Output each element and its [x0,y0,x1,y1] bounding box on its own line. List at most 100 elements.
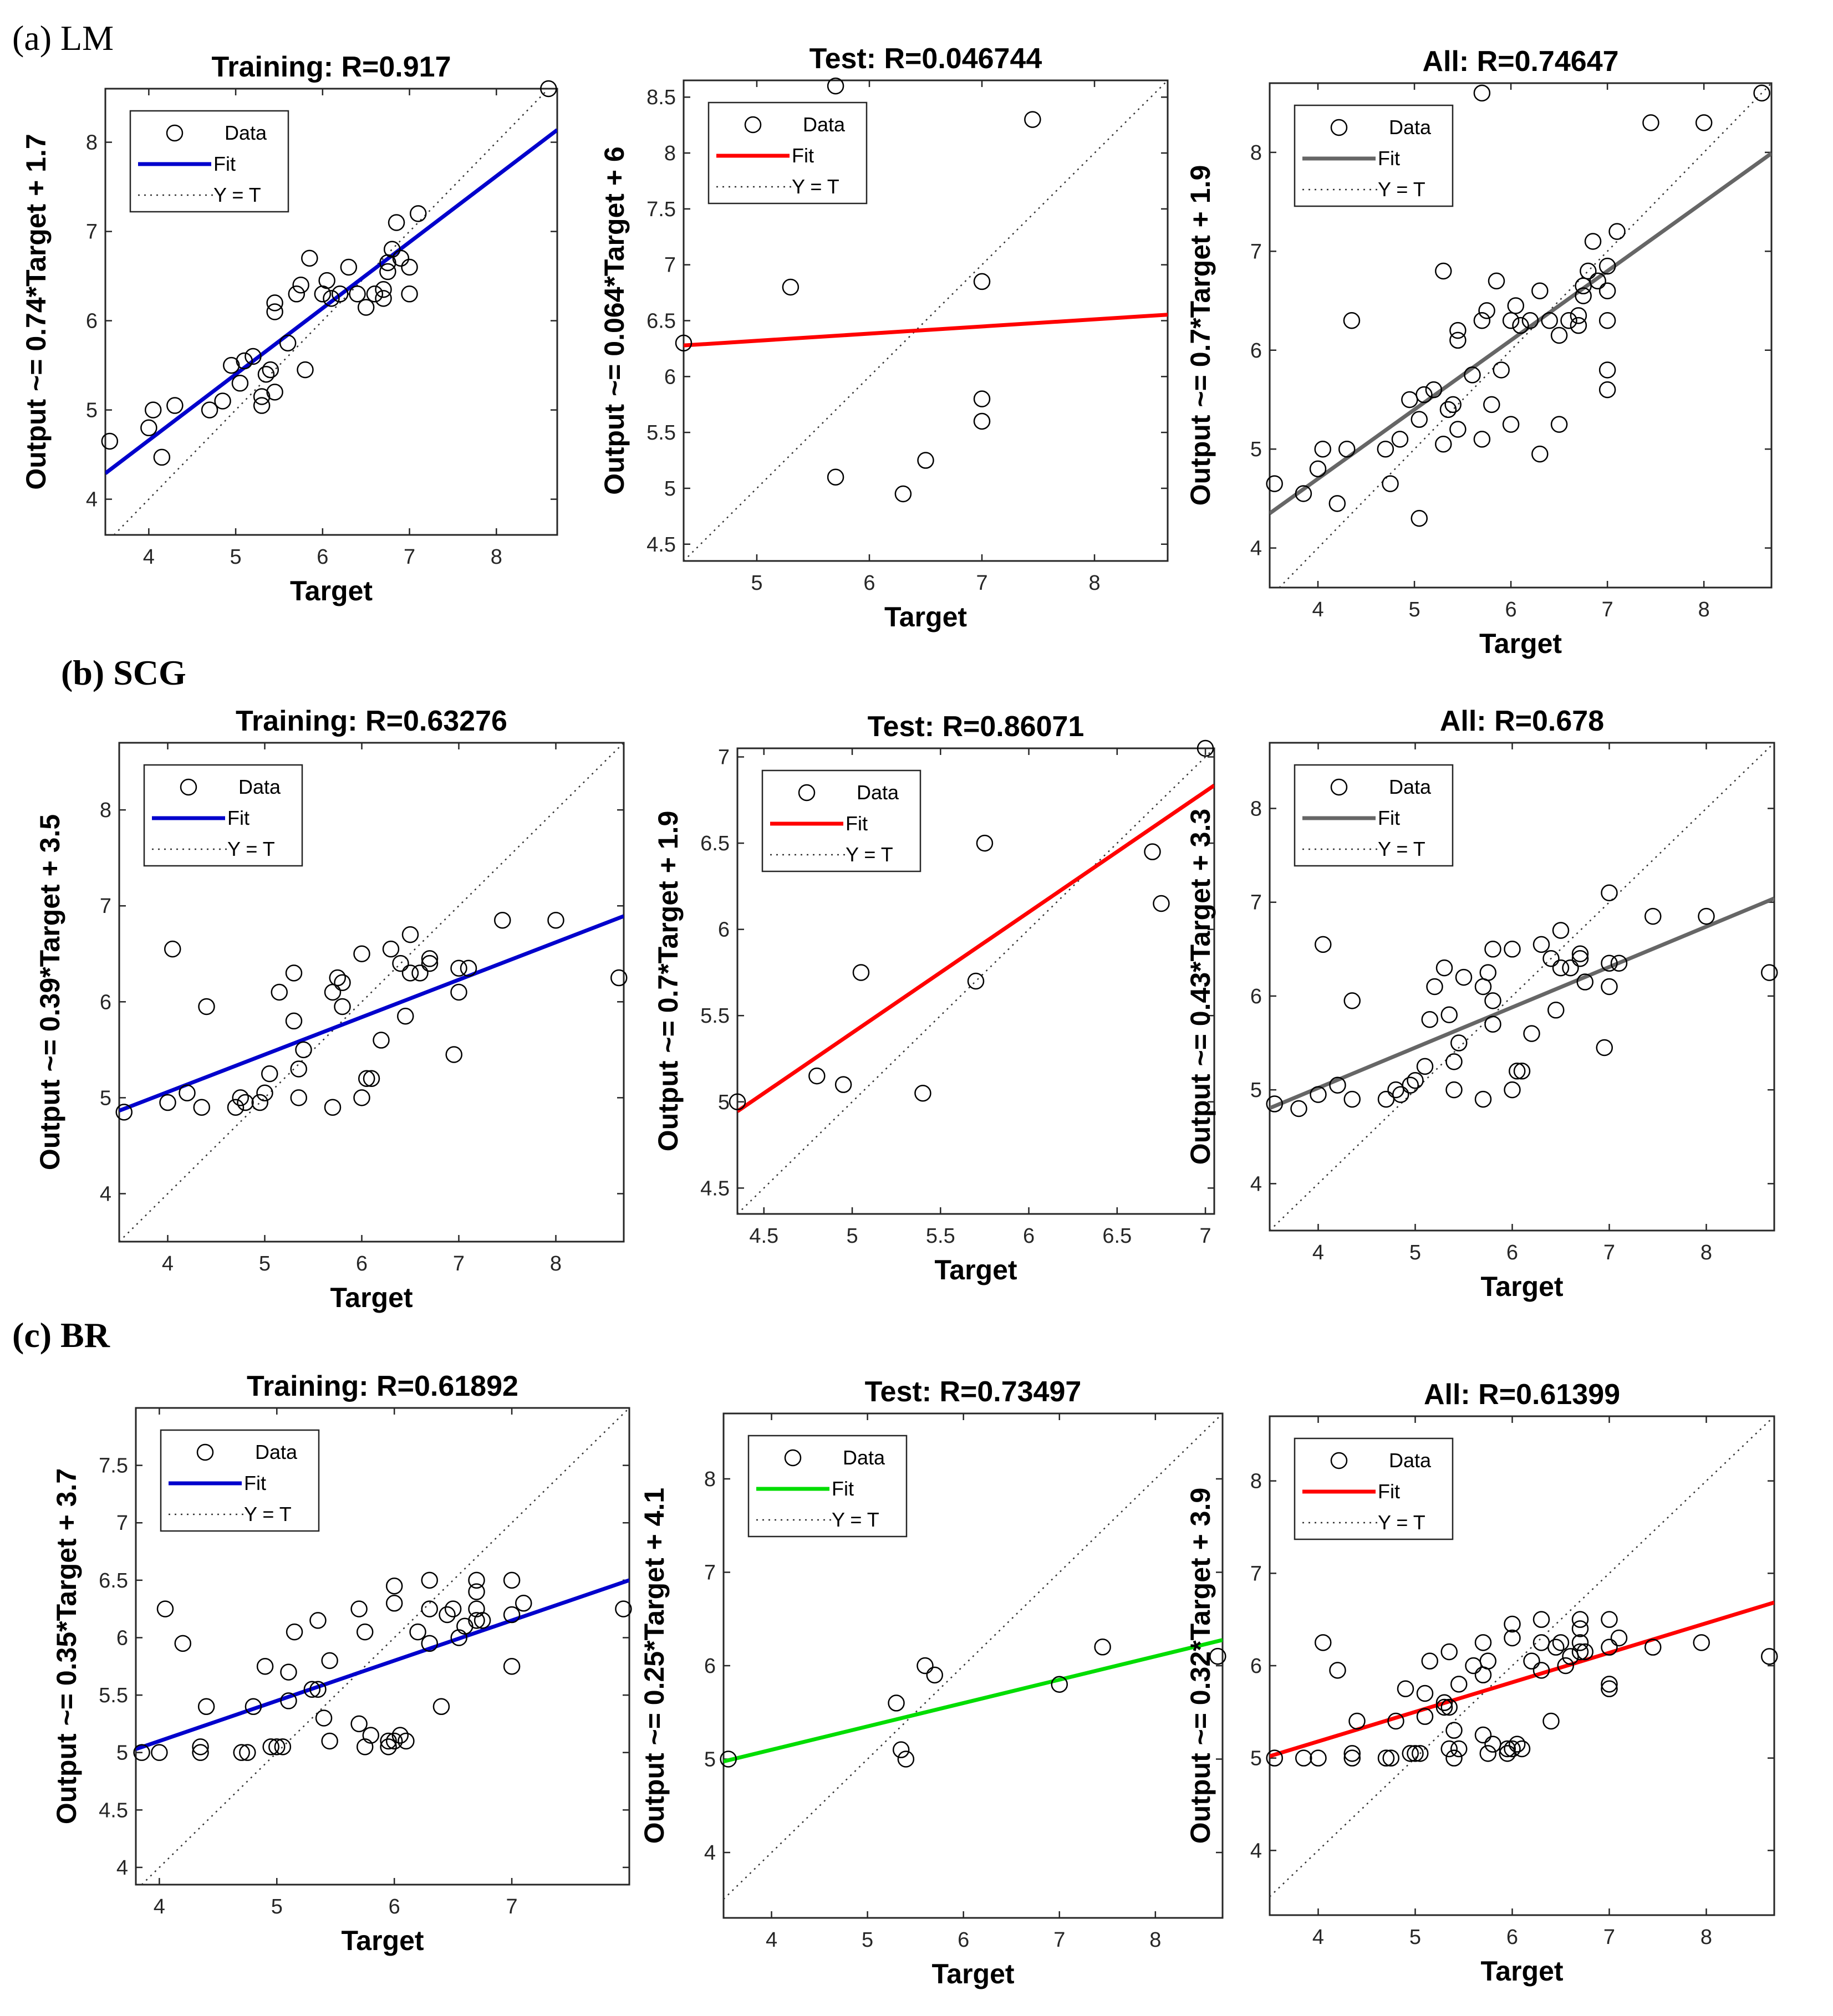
data-point [1445,1053,1463,1070]
data-point [1338,440,1356,458]
data-point [1444,396,1462,414]
data-point [897,1750,915,1768]
charts-root: 4 5 6 7 8 4 5 6 7 8 Training: R=0.917 Target Output … [21,43,1778,1989]
data-point [720,1750,737,1768]
data-point [373,1032,390,1049]
legend: Data Fit Y = T [143,764,303,867]
data-point [1315,936,1332,953]
legend-fit-label: Fit [1378,1480,1400,1503]
data-point [1450,1676,1468,1693]
data-point [245,348,262,365]
data-point [1445,1081,1463,1099]
data-point [1584,233,1602,250]
legend-identity-label: Y = T [1378,1511,1425,1534]
data-point [1474,1634,1492,1651]
y-tick-label: 7.5 [646,198,676,221]
data-point [1532,936,1550,953]
data-point [1576,1643,1593,1661]
data-point [827,468,844,486]
data-point [1144,843,1161,860]
y-tick-label: 4.5 [646,533,676,557]
data-point [1531,445,1549,463]
data-point [1575,287,1592,304]
data-point [1571,945,1589,963]
data-point [1698,907,1715,925]
fit-line [1270,1600,1774,1758]
data-point [1642,114,1659,131]
legend-data-label: Data [238,775,281,798]
data-point [192,1744,209,1761]
data-point [303,1681,321,1698]
chart-title: Test: R=0.86071 [868,711,1084,743]
y-tick-label: 8 [1250,141,1262,165]
x-tick-label: 4 [1312,1926,1324,1949]
legend-fit-label: Fit [1378,147,1400,170]
data-point [140,419,157,437]
data-point [295,1041,312,1059]
data-point [321,1732,338,1750]
plot-content [119,743,624,1242]
y-tick-label: 8 [100,799,111,822]
data-point [1445,1722,1463,1739]
data-point [1521,312,1539,329]
data-point [1377,1749,1395,1767]
data-point [917,452,934,469]
chart-title: Test: R=0.046744 [809,43,1042,75]
data-point [421,1635,439,1652]
data-point [1474,1726,1492,1744]
data-point [1435,1694,1453,1711]
data-point [292,276,309,294]
data-point [834,1076,852,1093]
data-point [473,1612,491,1629]
x-axis-label: Target [290,575,373,606]
x-tick-label: 5 [751,571,762,595]
data-point [1310,1086,1327,1103]
data-point [914,1084,931,1102]
data-point [1343,312,1361,329]
legend-fit-label: Fit [792,144,814,167]
data-point [1601,955,1618,972]
data-point [1532,1662,1550,1679]
data-point [321,1652,338,1670]
data-point [362,1727,380,1744]
data-point [280,1663,297,1681]
plot-content [684,80,1168,561]
x-tick-label: 4 [1312,1241,1324,1264]
data-point [1309,460,1327,478]
data-point [1377,440,1394,458]
fit-line [684,313,1168,348]
data-point [1397,1680,1414,1697]
chart-title: Training: R=0.63276 [236,705,507,737]
data-point [1478,302,1495,319]
y-tick-label: 8 [1250,797,1262,820]
data-point [382,940,400,958]
data-point [1571,1643,1589,1661]
legend-data-label: Data [1389,1449,1432,1472]
data-point [1440,1006,1458,1024]
data-point [1329,1076,1346,1094]
y-tick-label: 5 [1250,1747,1262,1770]
data-point [1435,1698,1453,1716]
data-point [1562,959,1579,977]
data-point [421,1600,439,1617]
data-point [1051,1676,1068,1693]
data-point [1598,381,1616,399]
data-point [266,384,283,401]
legend-data-marker [1330,1452,1348,1469]
chart-title: Test: R=0.73497 [865,1376,1082,1408]
data-point [409,205,427,222]
y-axis-label: Output ~= 0.7*Target + 1.9 [1185,165,1216,506]
legend-data-marker [798,784,816,802]
y-tick-label: 8 [86,131,98,155]
legend-fit-label: Fit [213,152,236,175]
chart-panel-3: 4 5 6 7 8 4 5 6 7 8 All: R=0.74647 Target Output ~= … [1185,45,1773,659]
x-tick-label: 6 [1505,598,1517,621]
data-point [1601,1639,1618,1656]
data-point [318,272,335,289]
legend: Data Fit Y = T [707,101,868,205]
data-point [251,1094,268,1111]
data-point [1502,312,1520,329]
data-point [324,1099,342,1116]
data-point [1493,361,1510,379]
